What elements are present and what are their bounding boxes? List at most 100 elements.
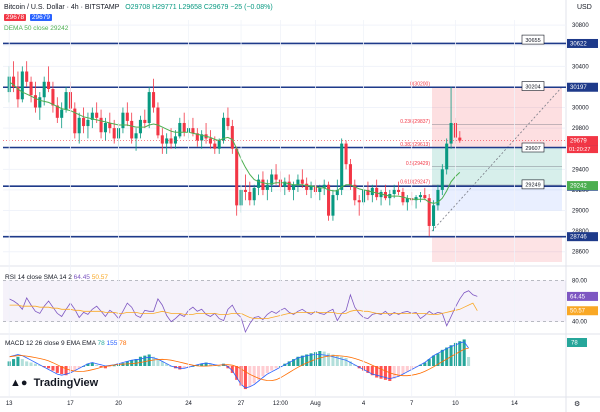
fib-short-zone: [432, 86, 562, 148]
candle-body: [226, 117, 230, 127]
macd-hist-bar: [103, 366, 107, 369]
fib-level-label: 0.5(29429): [406, 161, 431, 167]
candle-body: [283, 181, 287, 187]
macd-hist-bar: [423, 362, 427, 366]
candle-body: [16, 86, 20, 100]
candle-body: [318, 187, 322, 192]
time-tick-label: 27: [238, 401, 245, 407]
candle-body: [243, 189, 247, 192]
chart-header: Bitcoin / U.S. Dollar · 4h · BITSTAMP O2…: [4, 4, 273, 11]
candle-body: [458, 137, 462, 141]
candle-body: [309, 185, 313, 190]
buy-button[interactable]: 29679: [29, 14, 52, 21]
macd-hist-bar: [121, 363, 125, 366]
candle-body: [147, 92, 151, 123]
fib-stop-zone: [432, 236, 562, 262]
macd-hist-bar: [112, 365, 116, 367]
macd-hist-bar: [182, 366, 186, 369]
macd-hist-bar: [178, 366, 182, 370]
macd-hist-bar: [292, 359, 296, 366]
macd-hist-bar: [318, 351, 322, 366]
macd-hist-bar: [467, 357, 471, 366]
macd-hist-bar: [33, 363, 37, 366]
candle-body: [64, 92, 68, 110]
macd-hist-bar: [449, 345, 453, 366]
macd-legend-hist: 78: [97, 340, 105, 347]
price-tick-label: 29200: [572, 188, 589, 194]
macd-hist-bar: [440, 349, 444, 366]
candle-body: [156, 107, 160, 136]
macd-hist-bar: [414, 366, 418, 368]
macd-hist-bar: [143, 355, 147, 366]
candle-body: [152, 92, 156, 108]
sr-level-label: 28746: [570, 235, 587, 241]
candle-body: [235, 148, 239, 206]
sr-level-tag: [567, 232, 598, 242]
macd-hist-bar: [401, 366, 405, 375]
rsi-tick-label: 40.00: [572, 320, 588, 326]
macd-hist-bar: [138, 356, 142, 366]
fib-level-label: 0.236(29837): [400, 119, 430, 125]
candle-body: [366, 189, 370, 196]
macd-hist-bar: [204, 362, 208, 366]
candle-body: [257, 179, 261, 188]
callout-label: 29607: [525, 146, 540, 152]
candle-body: [182, 122, 186, 133]
macd-hist-bar: [156, 359, 160, 366]
time-tick-label: 14: [511, 401, 518, 407]
macd-hist-bar: [265, 366, 269, 373]
sr-level-tag: [567, 82, 598, 92]
candle-body: [12, 76, 16, 87]
candle-body: [230, 126, 234, 149]
price-tick-label: 30000: [572, 106, 589, 112]
time-tick-label: Aug: [310, 401, 321, 407]
candle-body: [370, 187, 374, 196]
candle-body: [143, 119, 147, 123]
macd-hist-bar: [427, 359, 431, 366]
ma-price-label: 29242: [570, 184, 587, 190]
candle-body: [165, 138, 169, 144]
fib-lower-zone: [432, 185, 562, 211]
sell-button[interactable]: 29678: [4, 14, 27, 21]
symbol-title[interactable]: Bitcoin / U.S. Dollar · 4h · BITSTAMP: [4, 4, 120, 11]
macd-hist-bar: [331, 354, 335, 366]
candle-body: [38, 97, 42, 108]
candle-body: [33, 95, 37, 108]
candle-body: [47, 81, 51, 89]
current-price-label: 29679: [570, 139, 587, 145]
macd-hist-bar: [16, 356, 20, 366]
candle-body: [95, 112, 99, 118]
macd-hist-bar: [64, 366, 68, 376]
time-tick-label: 17: [67, 401, 74, 407]
macd-hist-bar: [257, 366, 261, 380]
macd-hist-bar: [445, 347, 449, 366]
macd-hist-bar: [108, 366, 112, 368]
macd-hist-bar: [436, 353, 440, 366]
candle-body: [327, 184, 331, 216]
candle-body: [134, 133, 138, 139]
macd-hist-bar: [375, 366, 379, 378]
candle-body: [125, 112, 129, 121]
price-tick-label: 29800: [572, 126, 589, 132]
macd-legend: MACD 12 26 close 9 EMA EMA 78 155 78: [5, 340, 126, 347]
macd-hist-bar: [235, 366, 239, 380]
macd-hist-bar: [99, 366, 103, 368]
time-tick-label: 12:00: [273, 401, 289, 407]
candle-body: [213, 143, 217, 149]
candle-body: [436, 189, 440, 206]
macd-hist-bar: [388, 366, 392, 381]
macd-legend-macd: 155: [106, 340, 118, 347]
macd-hist-bar: [353, 364, 357, 366]
candle-body: [432, 205, 436, 226]
ma-price-tag: [567, 181, 598, 191]
candle-body: [300, 179, 304, 184]
candle-body: [121, 112, 125, 129]
rsi-ma-label: 50.57: [570, 309, 586, 315]
macd-hist-bar: [418, 364, 422, 366]
watermark-text: TradingView: [33, 377, 99, 389]
sr-level-label: 30622: [570, 41, 587, 47]
candle-body: [217, 140, 221, 149]
candle-body: [195, 133, 199, 141]
settings-icon: ⚙: [574, 400, 580, 408]
candle-body: [252, 187, 256, 201]
